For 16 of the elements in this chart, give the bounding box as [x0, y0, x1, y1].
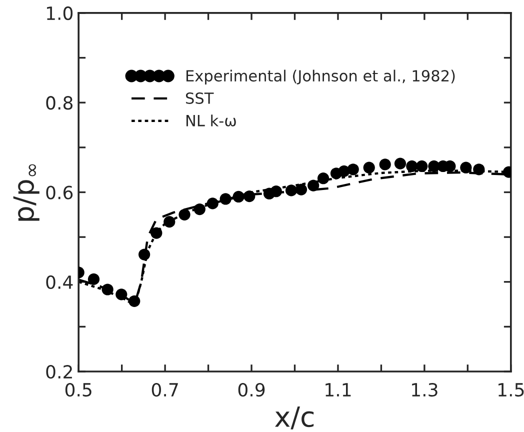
- y-tick-label: 0.2: [46, 364, 72, 379]
- legend-label: Experimental (Johnson et al., 1982): [186, 70, 455, 85]
- x-tick-label: 1.5: [498, 383, 524, 397]
- y-tick-label: 0.6: [46, 186, 73, 200]
- legend-label: NL k-ω: [186, 114, 236, 126]
- x-tick-label: 1.1: [326, 383, 351, 396]
- y-tick-label: 0.4: [46, 275, 73, 289]
- y-tick-label: 0.8: [46, 96, 73, 110]
- legend-label: SST: [186, 92, 214, 104]
- x-tick-label: 1.3: [412, 382, 438, 397]
- y-axis-title: p/p$_{∞}$: [13, 164, 40, 221]
- y-tick-label: 1.0: [47, 6, 73, 20]
- x-tick-label: 0.5: [65, 382, 92, 397]
- x-tick-label: 0.9: [238, 382, 265, 397]
- x-axis-title: x/c: [275, 406, 314, 430]
- x-tick-label: 0.7: [152, 382, 178, 397]
